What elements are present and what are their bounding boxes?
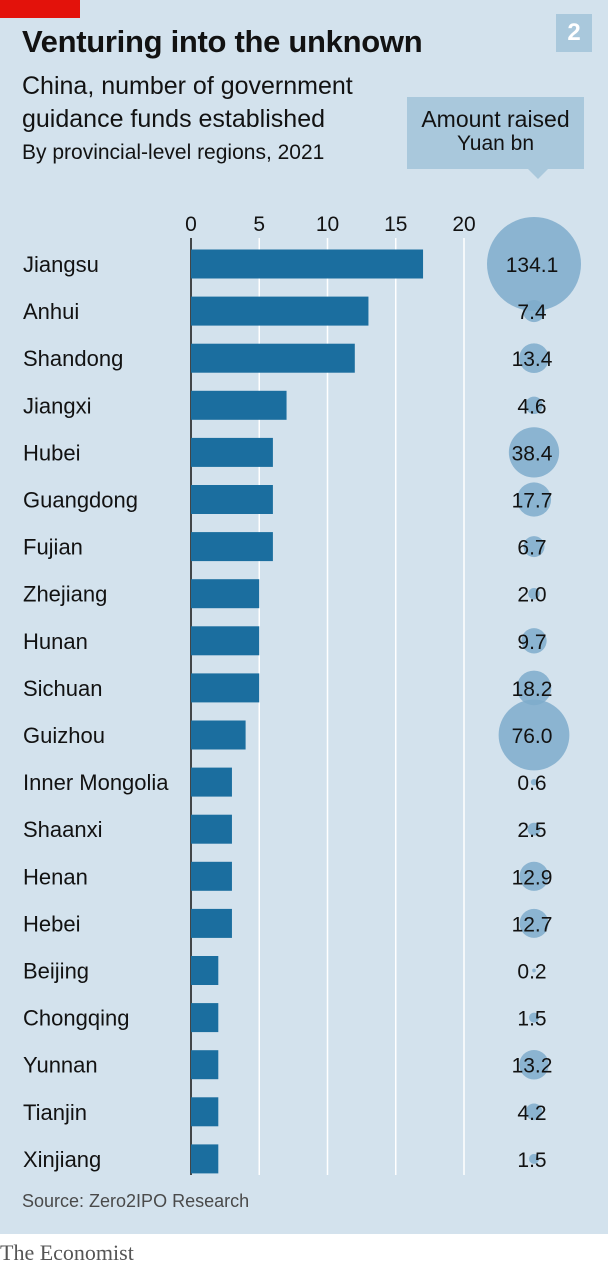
bar — [191, 485, 273, 514]
amount-bubble — [516, 670, 552, 706]
chart-panel: 2 Venturing into the unknown China, numb… — [0, 0, 608, 1234]
bar — [191, 296, 369, 326]
amount-label: 38.4 — [512, 442, 553, 465]
amount-label: 2.5 — [517, 819, 546, 842]
amount-bubble — [525, 1103, 543, 1121]
bar — [191, 249, 424, 279]
amount-label: 0.6 — [517, 772, 546, 795]
amount-bubble — [487, 217, 581, 311]
category-label: Henan — [23, 864, 88, 889]
amount-bubble — [527, 822, 541, 836]
amount-bubble — [523, 536, 545, 558]
bar — [191, 720, 246, 750]
category-label: Yunnan — [23, 1053, 98, 1078]
category-label: Sichuan — [23, 676, 103, 701]
amount-bubble — [528, 587, 540, 600]
category-label: Jiangsu — [23, 252, 99, 277]
amount-label: 13.4 — [512, 348, 553, 371]
bar — [191, 1050, 219, 1080]
brand-red-tag — [0, 0, 80, 18]
amount-label: 134.1 — [506, 254, 559, 277]
amount-bubble — [508, 427, 560, 478]
bar — [191, 673, 260, 703]
chart-subtitle-regions: By provincial-level regions, 2021 — [22, 141, 325, 164]
category-label: Guangdong — [23, 488, 138, 513]
amount-label: 4.6 — [517, 395, 546, 418]
bar — [191, 1097, 219, 1127]
amount-label: 7.4 — [517, 301, 547, 324]
bar — [191, 390, 287, 420]
amount-label: 12.9 — [512, 866, 553, 889]
amount-label: 1.5 — [517, 1149, 546, 1172]
x-tick-label: 20 — [452, 213, 475, 236]
category-label: Hubei — [23, 440, 80, 465]
economist-logo-text: The Economist — [0, 1240, 134, 1265]
category-label: Shandong — [23, 346, 123, 371]
category-label: Shaanxi — [23, 817, 103, 842]
bar-chart: 0 5 10 15 20 Jiangsu 134.1 Anhui 7.4 Shandong 13.4… — [23, 213, 581, 1175]
category-label: Beijing — [23, 959, 89, 984]
x-tick-label: 10 — [316, 213, 339, 236]
amount-label: 12.7 — [512, 913, 553, 936]
bar — [191, 814, 232, 844]
bar — [191, 437, 273, 467]
amount-raised-unit: Yuan bn — [456, 132, 535, 155]
amount-bubble — [522, 300, 546, 323]
category-label: Jiangxi — [23, 393, 91, 418]
amount-label: 1.5 — [517, 1008, 546, 1031]
bar — [191, 1003, 219, 1033]
amount-bubble — [521, 628, 547, 654]
amount-label: 76.0 — [512, 725, 553, 748]
amount-bubble — [529, 1012, 539, 1023]
bar — [191, 626, 260, 656]
amount-bubble — [519, 908, 549, 938]
category-label: Tianjin — [23, 1100, 87, 1125]
amount-bubble — [516, 482, 552, 517]
amount-label: 2.0 — [517, 584, 546, 607]
x-tick-label: 5 — [253, 213, 265, 236]
category-label: Fujian — [23, 535, 83, 560]
chart-title: Venturing into the unknown — [22, 24, 423, 59]
x-tick-label: 15 — [384, 213, 407, 236]
chart-number-badge: 2 — [556, 14, 592, 52]
chart-subtitle: China, number of government guidance fun… — [22, 72, 353, 133]
category-label: Zhejiang — [23, 582, 107, 607]
amount-bubble — [519, 1049, 549, 1080]
category-label: Chongqing — [23, 1006, 129, 1031]
amount-label: 0.2 — [517, 961, 546, 984]
amount-label: 6.7 — [517, 537, 546, 560]
bar — [191, 532, 273, 562]
amount-bubble — [525, 396, 543, 415]
amount-bubble — [498, 699, 570, 771]
bar — [191, 767, 232, 797]
amount-label: 18.2 — [512, 678, 553, 701]
amount-raised-label: Amount raised — [421, 106, 570, 132]
category-label: Inner Mongolia — [23, 770, 169, 795]
bar — [191, 956, 219, 985]
category-label: Guizhou — [23, 723, 105, 748]
source-note: Source: Zero2IPO Research — [22, 1191, 250, 1211]
category-label: Hebei — [23, 911, 80, 936]
category-label: Hunan — [23, 629, 88, 654]
amount-bubble — [529, 1153, 539, 1164]
bar — [191, 861, 232, 891]
bar — [191, 579, 260, 609]
bar — [191, 1144, 219, 1174]
amount-raised-header: Amount raised Yuan bn — [407, 97, 584, 179]
amount-bubble — [530, 778, 538, 786]
bar — [191, 343, 355, 373]
amount-bubble — [532, 968, 536, 973]
amount-label: 9.7 — [517, 631, 546, 654]
category-label: Anhui — [23, 299, 79, 324]
bar — [191, 908, 232, 938]
amount-bubble — [519, 861, 549, 891]
x-tick-label: 0 — [185, 213, 197, 236]
amount-bubble — [519, 343, 549, 374]
amount-label: 17.7 — [512, 490, 553, 513]
category-label: Xinjiang — [23, 1147, 101, 1172]
amount-label: 13.2 — [512, 1055, 553, 1078]
amount-label: 4.2 — [517, 1102, 546, 1125]
